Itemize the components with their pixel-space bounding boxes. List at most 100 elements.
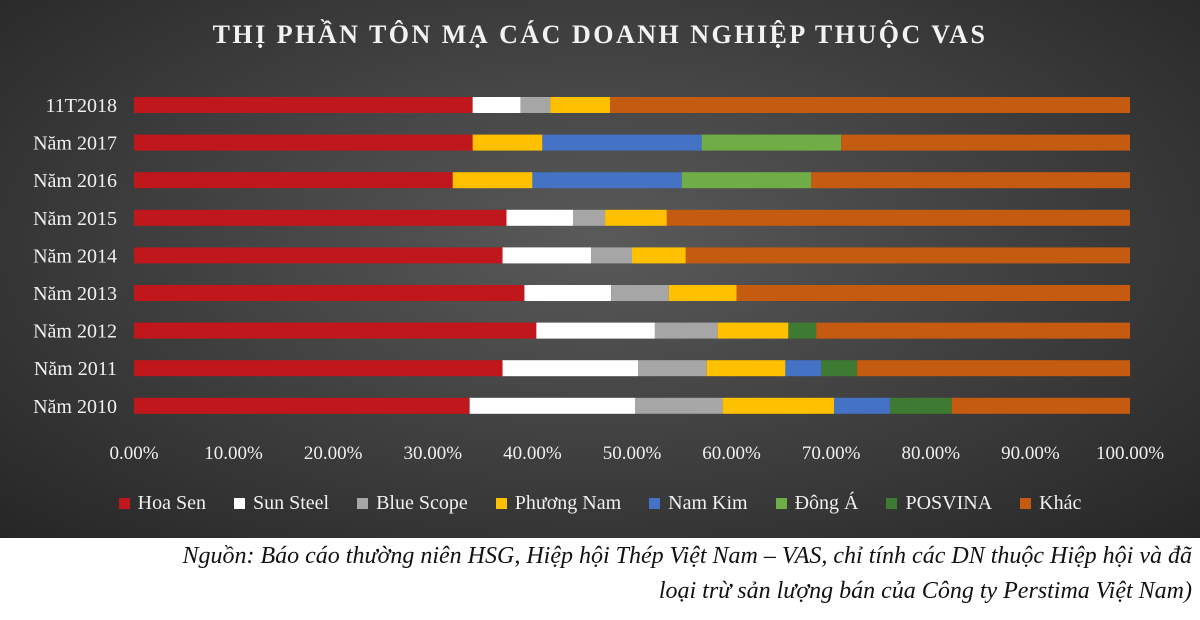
bar-hoa-sen-nam-2015 bbox=[134, 209, 507, 226]
source-note-line-2: loại trừ sản lượng bán của Công ty Perst… bbox=[658, 578, 1192, 604]
bar-hoa-sen-nam-2014 bbox=[134, 247, 503, 264]
legend-item-sun-steel: Sun Steel bbox=[233, 491, 330, 515]
x-tick-label: 0.00% bbox=[109, 443, 158, 464]
bar-nam-kim-nam-2016 bbox=[532, 172, 682, 189]
bar-sun-steel-nam-2012 bbox=[536, 322, 655, 339]
legend-item-dong-a: Đông Á bbox=[775, 491, 859, 515]
legend-label: Khác bbox=[1039, 491, 1082, 514]
bar-blue-scope-nam-2010 bbox=[634, 397, 723, 414]
category-label-nam-2013: Năm 2013 bbox=[33, 283, 117, 305]
category-label-11t2018: 11T2018 bbox=[46, 95, 117, 117]
bar-sun-steel-11t2018 bbox=[472, 97, 521, 113]
category-label-nam-2011: Năm 2011 bbox=[34, 358, 117, 380]
x-tick-label: 90.00% bbox=[1001, 443, 1060, 464]
category-label-nam-2016: Năm 2016 bbox=[33, 170, 117, 192]
chart-legend: Hoa Sen Sun Steel Blue Scope Phương Nam Nam … bbox=[0, 488, 1200, 518]
bar-phuong-nam-nam-2017 bbox=[472, 134, 543, 151]
legend-swatch bbox=[118, 497, 130, 509]
bar-phuong-nam-nam-2014 bbox=[632, 247, 686, 264]
legend-swatch bbox=[886, 497, 898, 509]
bar-phuong-nam-11t2018 bbox=[550, 97, 611, 113]
bar-khac-nam-2017 bbox=[841, 134, 1130, 151]
x-tick-label: 80.00% bbox=[902, 443, 961, 464]
category-label-nam-2014: Năm 2014 bbox=[33, 245, 117, 267]
source-note-line-1: Nguồn: Báo cáo thường niên HSG, Hiệp hội… bbox=[182, 543, 1192, 569]
bar-phuong-nam-nam-2013 bbox=[668, 285, 737, 301]
bar-sun-steel-nam-2011 bbox=[502, 360, 638, 377]
bar-blue-scope-nam-2014 bbox=[591, 247, 632, 264]
bar-sun-steel-nam-2014 bbox=[502, 247, 592, 264]
legend-item-nam-kim: Nam Kim bbox=[649, 491, 748, 515]
x-tick-label: 40.00% bbox=[503, 443, 562, 464]
chart-plot: 11T2018 Năm 2017 Năm 2016 Năm 2015 Năm 2014 N… bbox=[33, 95, 1164, 464]
bar-phuong-nam-nam-2016 bbox=[452, 172, 533, 189]
bar-khac-nam-2012 bbox=[816, 322, 1130, 339]
legend-item-blue-scope: Blue Scope bbox=[357, 492, 468, 515]
legend-swatch bbox=[495, 497, 507, 509]
bar-phuong-nam-nam-2015 bbox=[605, 209, 667, 226]
bar-hoa-sen-nam-2010 bbox=[134, 397, 470, 414]
legend-swatch bbox=[233, 497, 245, 509]
chart-panel: THỊ PHẦN TÔN MẠ CÁC DOANH NGHIỆP THUỘC V… bbox=[0, 0, 1200, 538]
legend-label: Đông Á bbox=[794, 491, 859, 514]
x-tick-label: 60.00% bbox=[702, 443, 761, 464]
legend-label: Phương Nam bbox=[514, 491, 622, 514]
bar-phuong-nam-nam-2012 bbox=[717, 322, 789, 339]
bar-sun-steel-nam-2013 bbox=[524, 285, 612, 301]
bar-khac-nam-2014 bbox=[685, 247, 1130, 264]
legend-item-hoa-sen: Hoa Sen bbox=[118, 491, 206, 515]
bar-phuong-nam-nam-2011 bbox=[706, 360, 786, 377]
legend-item-khac: Khác bbox=[1020, 492, 1081, 515]
bar-posvina-nam-2012 bbox=[788, 322, 817, 339]
legend-label: Blue Scope bbox=[376, 491, 468, 514]
bar-khac-nam-2013 bbox=[736, 285, 1130, 301]
bar-nam-kim-nam-2017 bbox=[542, 134, 702, 151]
x-tick-label: 50.00% bbox=[603, 443, 662, 464]
bar-khac-nam-2011 bbox=[857, 360, 1130, 377]
x-tick-label: 20.00% bbox=[304, 443, 363, 464]
legend-item-posvina: POSVINA bbox=[886, 492, 992, 515]
legend-label: Sun Steel bbox=[252, 491, 330, 514]
category-label-nam-2015: Năm 2015 bbox=[33, 208, 117, 230]
x-tick-label: 100.00% bbox=[1096, 443, 1164, 464]
category-label-nam-2017: Năm 2017 bbox=[33, 133, 117, 155]
bar-nam-kim-nam-2011 bbox=[785, 360, 822, 377]
x-tick-label: 70.00% bbox=[802, 443, 861, 464]
bar-sun-steel-nam-2015 bbox=[506, 209, 574, 226]
bar-khac-nam-2010 bbox=[951, 397, 1130, 414]
legend-swatch bbox=[357, 497, 369, 509]
bar-blue-scope-nam-2012 bbox=[654, 322, 718, 339]
legend-swatch bbox=[649, 497, 661, 509]
x-tick-label: 30.00% bbox=[404, 443, 463, 464]
legend-swatch bbox=[1020, 497, 1032, 509]
source-note: Nguồn: Báo cáo thường niên HSG, Hiệp hội… bbox=[0, 539, 1192, 609]
bar-blue-scope-nam-2015 bbox=[573, 209, 606, 226]
bar-nam-kim-nam-2010 bbox=[834, 397, 890, 414]
chart-title: THỊ PHẦN TÔN MẠ CÁC DOANH NGHIỆP THUỘC V… bbox=[212, 20, 988, 49]
bar-khac-nam-2016 bbox=[811, 172, 1130, 189]
bar-hoa-sen-nam-2012 bbox=[134, 322, 537, 339]
bar-blue-scope-nam-2011 bbox=[637, 360, 707, 377]
bar-khac-11t2018 bbox=[610, 97, 1130, 113]
category-label-nam-2012: Năm 2012 bbox=[33, 321, 117, 343]
legend-label: Hoa Sen bbox=[137, 491, 206, 514]
bar-posvina-nam-2010 bbox=[889, 397, 952, 414]
legend-label: Nam Kim bbox=[668, 491, 748, 514]
legend-item-phuong-nam: Phương Nam bbox=[495, 491, 622, 515]
bar-dong-a-nam-2016 bbox=[681, 172, 812, 189]
category-label-nam-2010: Năm 2010 bbox=[33, 396, 117, 418]
bar-phuong-nam-nam-2010 bbox=[722, 397, 835, 414]
bar-hoa-sen-nam-2016 bbox=[134, 172, 453, 189]
bar-sun-steel-nam-2010 bbox=[469, 397, 635, 414]
bar-blue-scope-11t2018 bbox=[520, 97, 551, 113]
x-tick-label: 10.00% bbox=[204, 443, 263, 464]
bar-posvina-nam-2011 bbox=[821, 360, 858, 377]
bar-dong-a-nam-2017 bbox=[701, 134, 842, 151]
bar-khac-nam-2015 bbox=[666, 209, 1130, 226]
bar-blue-scope-nam-2013 bbox=[611, 285, 669, 301]
legend-label: POSVINA bbox=[905, 491, 993, 514]
bar-hoa-sen-nam-2011 bbox=[134, 360, 503, 377]
legend-swatch bbox=[775, 497, 787, 509]
bar-hoa-sen-nam-2017 bbox=[134, 134, 473, 151]
bar-hoa-sen-nam-2013 bbox=[134, 285, 525, 301]
